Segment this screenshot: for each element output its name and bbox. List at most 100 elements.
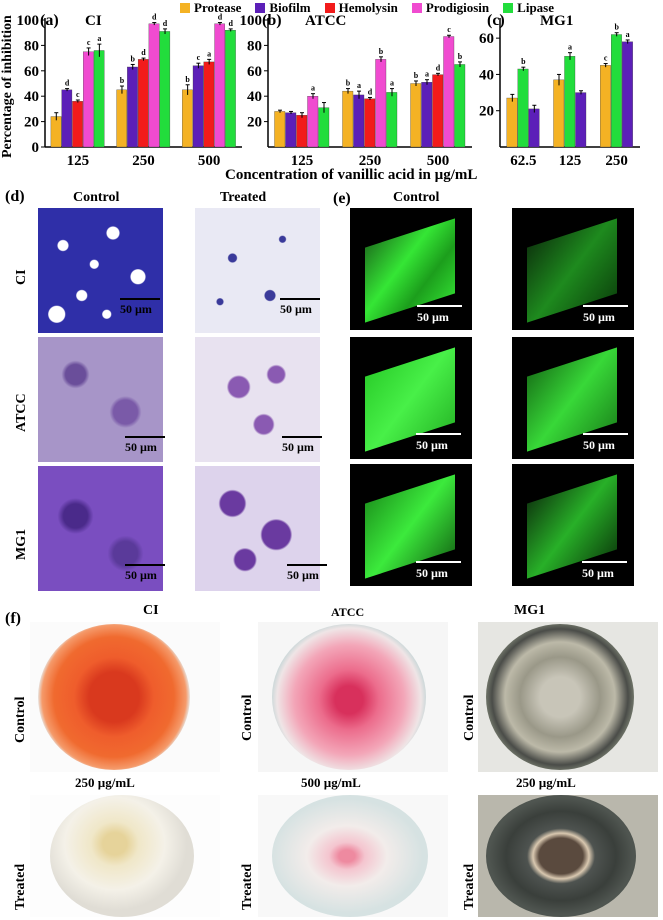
scale-label: 50 µm [120,302,152,316]
significance-letter: c [197,53,201,62]
y-tick-label: 20 [24,115,39,131]
significance-letter: b [131,54,136,63]
y-tick-label: 100 [240,13,263,29]
plate-row-control: Control [13,696,28,743]
panel-f-letter: (f) [5,610,21,627]
significance-letter: c [76,90,80,99]
significance-letter: d [152,13,157,22]
scale-bar [120,298,160,300]
y-tick-label: 20 [247,115,262,131]
significance-letter: d [141,48,146,57]
significance-letter: c [447,25,451,34]
x-tick-label: 500 [427,153,450,169]
bar [127,66,138,148]
bar [342,90,354,148]
significance-letter: b [379,47,384,56]
y-tick-label: 60 [247,64,262,80]
significance-letter: a [425,70,429,79]
plate-strain-ci: CI [143,603,159,618]
scale-bar [287,564,327,566]
legend-label: Lipase [517,0,554,15]
bar [72,101,83,148]
y-tick-label: 80 [247,38,262,54]
y-tick-label: 0 [32,140,40,156]
bar [116,89,127,148]
significance-letter: d [163,19,168,28]
panel-strain: ATCC [305,13,346,29]
micrograph-ci-control [38,208,163,333]
y-tick-label: 60 [479,31,494,47]
legend-swatch [503,3,514,13]
scale-bar [125,436,165,438]
scale-label: 50 µm [125,440,157,454]
panel-d-control-label: Control [73,190,120,205]
scale-bar [282,436,322,438]
significance-letter: a [207,49,211,58]
confocal-atcc-treated [512,337,634,459]
scale-label: 50 µm [582,566,614,580]
bar [214,23,225,148]
x-tick-label: 250 [605,153,628,169]
row-label-ci: CI [14,269,29,285]
legend-label: Protease [194,0,242,15]
panel-letter: (b) [262,12,282,29]
panel-d-treated-label: Treated [220,190,267,205]
panel-letter: (a) [40,12,59,29]
bar [432,74,444,148]
legend-item: Lipase [503,0,554,16]
significance-letter: b [521,57,526,66]
plate-mg1-treated [478,795,658,917]
bar [553,79,565,148]
bar [611,34,622,148]
row-label-atcc: ATCC [14,393,29,432]
y-tick-label: 40 [247,89,262,105]
scale-label: 50 µm [125,568,157,582]
x-tick-label: 125 [67,153,90,169]
significance-letter: b [120,76,125,85]
panel-strain: MG1 [540,13,573,29]
y-tick-label: 40 [24,89,39,105]
legend-item: Biofilm [255,0,311,16]
x-tick-label: 125 [559,153,582,169]
plate-concentration-mg1: 250 µg/mL [516,775,576,790]
confocal-ci-treated [512,208,634,330]
micrograph-ci-treated [195,208,320,333]
plate-row-treated: Treated [13,863,28,910]
bar [600,65,611,148]
bar [386,92,398,148]
panel-d-letter: (d) [5,188,25,205]
significance-letter: d [436,63,441,72]
bar [622,41,633,148]
legend-label: Biofilm [269,0,311,15]
plate-row-control: Control [240,694,255,741]
bar [93,50,105,148]
significance-letter: a [626,30,630,39]
plate-atcc-treated [258,795,448,917]
scale-bar [280,298,320,300]
plate-ci-treated [30,795,220,917]
significance-letter: d [228,19,233,28]
bar [375,59,387,148]
confocal-ci-control [350,208,472,330]
legend-label: Prodigiosin [425,0,490,15]
bar [421,82,433,148]
micrograph-mg1-control [38,466,163,591]
scale-bar [416,433,461,435]
micrograph-atcc-control [38,337,163,462]
significance-letter: a [357,81,361,90]
scale-bar [583,305,628,307]
bar [192,65,204,148]
bar [410,83,422,148]
legend-item: Hemolysin [324,0,398,16]
bar [575,92,587,148]
row-label-mg1: MG1 [14,528,29,560]
bar [225,30,236,148]
panel-e-letter: (e) [333,190,351,207]
significance-letter: b [185,75,190,84]
legend-swatch [324,3,335,13]
plate-atcc-control [258,622,448,772]
y-tick-label: 20 [479,104,494,120]
bar [296,115,308,148]
bar [50,116,62,148]
bar [182,89,193,148]
